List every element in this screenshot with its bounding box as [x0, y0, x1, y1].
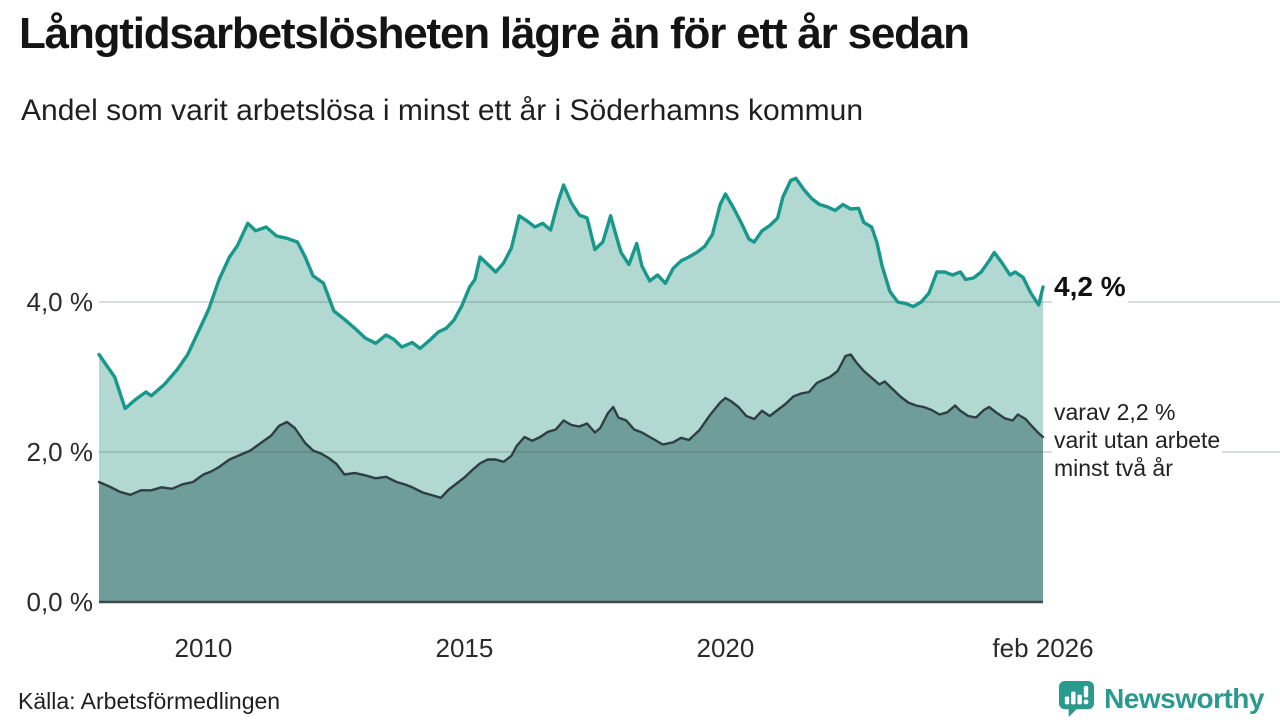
x-tick-label: 2010: [174, 633, 233, 663]
newsworthy-bubble-chart-icon: [1059, 680, 1095, 718]
y-tick-label: 4,0 %: [26, 287, 94, 317]
page-subtitle: Andel som varit arbetslösa i minst ett å…: [21, 94, 864, 127]
page-title: Långtidsarbetslösheten lägre än för ett …: [19, 9, 970, 58]
latest-value-annotation: 4,2 %: [1052, 271, 1128, 303]
x-tick-label: 2020: [696, 633, 755, 663]
series-area-two-years: [99, 354, 1043, 602]
secondary-annotation-line: minst två år: [1054, 455, 1173, 481]
source-note: Källa: Arbetsförmedlingen: [18, 688, 281, 714]
secondary-annotation-line: varit utan arbete: [1054, 427, 1221, 453]
newsworthy-wordmark: Newsworthy: [1104, 682, 1264, 714]
x-tick-label: feb 2026: [992, 633, 1094, 663]
x-tick-label: 2015: [435, 633, 494, 663]
series-line-one-year: [97, 176, 1045, 411]
secondary-annotation-line: varav 2,2 %: [1054, 399, 1176, 425]
y-tick-label: 0,0 %: [26, 587, 94, 617]
secondary-annotation: varav 2,2 % varit utan arbete minst två …: [1052, 398, 1223, 482]
series-line-two-years: [97, 353, 1045, 499]
y-tick-label: 2,0 %: [26, 437, 94, 467]
newsworthy-logo: Newsworthy: [1057, 679, 1264, 718]
